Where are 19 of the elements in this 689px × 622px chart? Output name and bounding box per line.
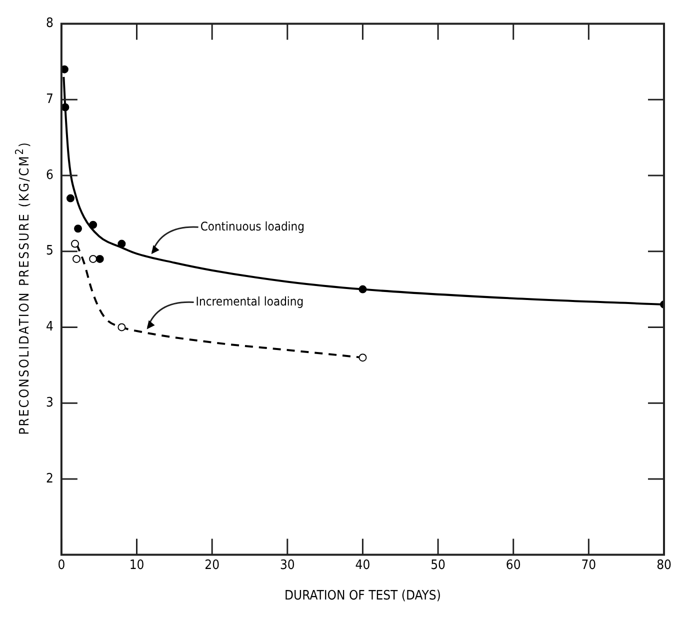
y-tick-label: 7	[46, 92, 54, 108]
x-tick-label: 10	[129, 558, 144, 573]
x-tick-label: 0	[58, 558, 66, 573]
y-tick-label: 4	[46, 320, 54, 335]
y-tick-label: 5	[46, 244, 54, 259]
x-tick-label: 50	[430, 558, 446, 573]
x-tick-label: 70	[581, 558, 596, 573]
x-tick-label: 40	[355, 558, 370, 573]
annotation: Continuous loading	[200, 219, 305, 234]
y-tick-label: 8	[46, 16, 54, 32]
x-axis-title: DURATION OF TEST (DAYS)	[284, 588, 441, 604]
x-tick-label: 30	[280, 558, 295, 573]
y-tick-label: 3	[46, 395, 54, 410]
y-tick-label: 6	[46, 168, 54, 183]
x-tick-label: 60	[506, 558, 521, 573]
x-tick-label: 20	[204, 558, 220, 573]
y-tick-label: 2	[46, 471, 54, 486]
annotation: Incremental loading	[196, 294, 304, 308]
x-tick-label: 80	[656, 558, 672, 573]
